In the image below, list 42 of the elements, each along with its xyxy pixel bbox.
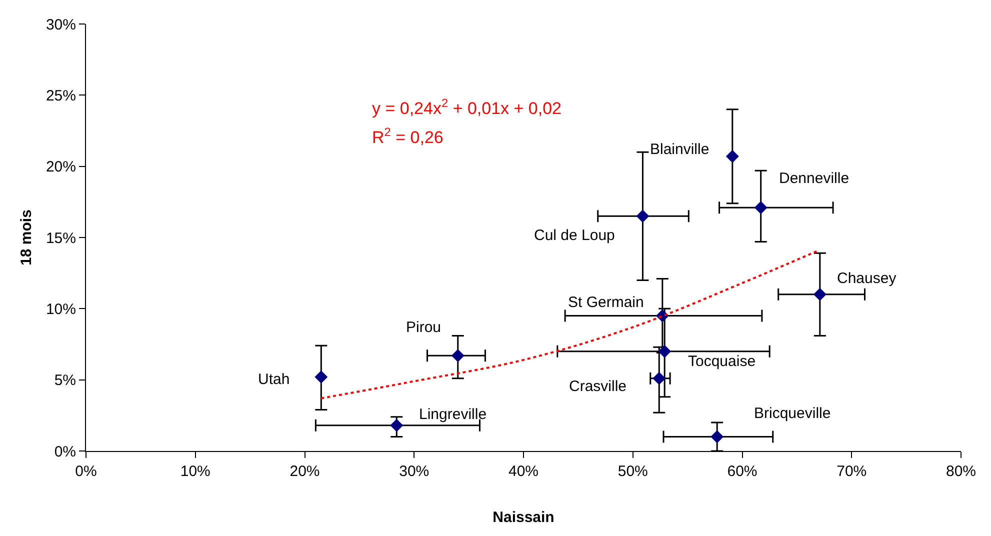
point bbox=[314, 370, 328, 384]
y-axis-title: 18 mois bbox=[18, 210, 36, 266]
line-series bbox=[320, 249, 820, 400]
annotation: y = 0,24x$^{2}$ + 0,01x + 0,02 bbox=[372, 96, 562, 118]
y-tick-label: 15% bbox=[46, 230, 76, 247]
y-tick-label: 5% bbox=[54, 372, 76, 390]
annotation: Cul de Loup bbox=[534, 227, 615, 244]
annotation: Crasville bbox=[569, 378, 627, 395]
annotation: Bricqueville bbox=[754, 405, 831, 422]
annotation: R$^{2}$ = 0,26 bbox=[372, 125, 444, 148]
point bbox=[652, 372, 666, 385]
x-tick-label: 50% bbox=[618, 463, 648, 480]
point bbox=[710, 430, 724, 444]
x-tick-label: 80% bbox=[946, 463, 976, 480]
y-tick-label: 20% bbox=[46, 158, 76, 176]
annotation: Chausey bbox=[837, 270, 897, 287]
annotation: Tocquaise bbox=[688, 353, 756, 370]
x-tick-label: 40% bbox=[508, 463, 539, 480]
annotation: Utah bbox=[258, 371, 290, 388]
annotation: Denneville bbox=[779, 170, 850, 187]
y-tick-label: 0% bbox=[54, 443, 76, 460]
x-tick-label: 60% bbox=[727, 463, 758, 480]
x-tick-label: 70% bbox=[836, 463, 867, 480]
point bbox=[658, 344, 672, 358]
annotation: St Germain bbox=[568, 294, 644, 311]
point bbox=[451, 349, 464, 362]
x-tick-label: 10% bbox=[180, 463, 210, 480]
annotation: Pirou bbox=[406, 319, 442, 336]
point bbox=[813, 288, 826, 301]
point bbox=[636, 210, 650, 223]
x-axis-title: Naissain bbox=[492, 509, 554, 526]
annotation: Blainville bbox=[650, 141, 710, 158]
x-tick-label: 30% bbox=[399, 463, 430, 480]
x-tick-label: 20% bbox=[290, 463, 320, 480]
point bbox=[726, 150, 739, 163]
annotation: Lingreville bbox=[419, 406, 487, 423]
point bbox=[390, 418, 404, 432]
x-tick-label: 0% bbox=[75, 463, 97, 480]
y-tick-label: 10% bbox=[46, 300, 76, 318]
y-tick-label: 25% bbox=[46, 87, 76, 104]
point bbox=[754, 201, 768, 214]
y-tick-label: 30% bbox=[46, 16, 76, 34]
